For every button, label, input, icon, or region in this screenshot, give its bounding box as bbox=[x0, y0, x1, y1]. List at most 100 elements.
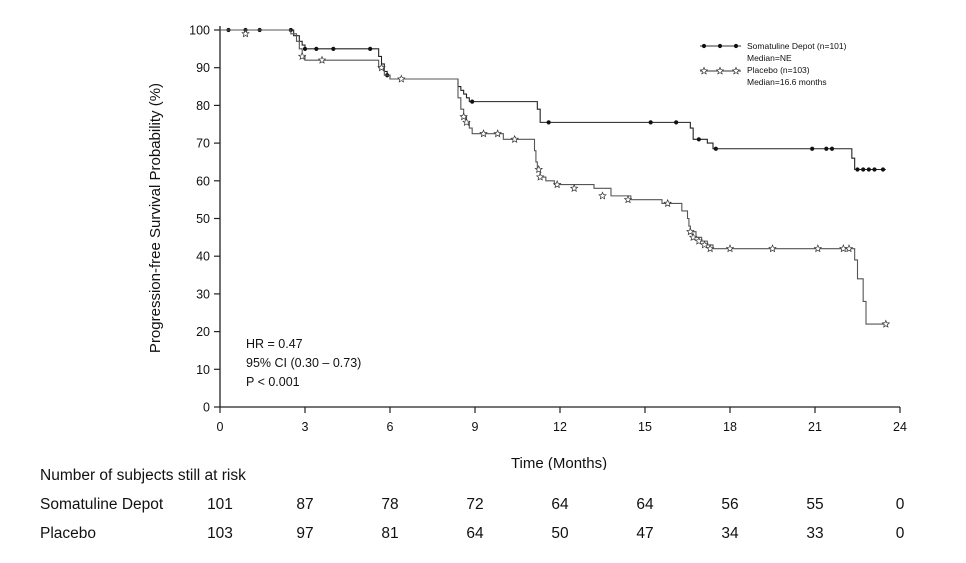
legend-marker bbox=[701, 43, 707, 49]
y-axis-label: Progression-free Survival Probability (%… bbox=[147, 83, 164, 353]
x-tick-label: 15 bbox=[638, 420, 652, 434]
legend-sublabel-placebo: Median=16.6 months bbox=[747, 77, 827, 87]
y-tick-label: 20 bbox=[196, 325, 210, 339]
censor-mark bbox=[377, 63, 386, 72]
chart-legend: Somatuline Depot (n=101) Median=NE Place… bbox=[699, 41, 847, 87]
series-placebo bbox=[220, 29, 891, 328]
risk-cell: 34 bbox=[721, 525, 739, 542]
risk-cell: 50 bbox=[551, 525, 569, 542]
x-tick-label: 0 bbox=[217, 420, 224, 434]
censor-mark bbox=[314, 46, 319, 51]
x-axis-label: Time (Months) bbox=[511, 455, 607, 470]
risk-cell: 47 bbox=[636, 525, 654, 542]
y-tick-label: 10 bbox=[196, 363, 210, 377]
risk-cell: 81 bbox=[381, 525, 399, 542]
annotation-confidence-interval: 95% CI (0.30 – 0.73) bbox=[246, 356, 361, 370]
risk-cell: 56 bbox=[721, 496, 739, 513]
risk-cell: 78 bbox=[381, 496, 399, 513]
y-tick-label: 0 bbox=[203, 401, 210, 415]
risk-cell: 55 bbox=[806, 496, 824, 513]
censor-mark bbox=[331, 46, 336, 51]
legend-label-somatuline: Somatuline Depot (n=101) bbox=[747, 41, 847, 51]
legend-marker bbox=[715, 66, 725, 75]
risk-cell: 64 bbox=[466, 525, 484, 542]
y-tick-label: 90 bbox=[196, 61, 210, 75]
risk-cell: 103 bbox=[207, 525, 233, 542]
risk-row-label: Somatuline Depot bbox=[40, 496, 164, 513]
chart-series bbox=[220, 27, 891, 328]
censor-mark bbox=[880, 167, 886, 172]
legend-marker bbox=[717, 43, 723, 49]
y-tick-label: 80 bbox=[196, 99, 210, 113]
censor-mark bbox=[479, 129, 488, 138]
y-tick-label: 60 bbox=[196, 174, 210, 188]
x-tick-label: 24 bbox=[893, 420, 907, 434]
risk-row-label: Placebo bbox=[40, 525, 97, 542]
censor-mark bbox=[866, 167, 871, 172]
risk-cell: 87 bbox=[296, 496, 314, 513]
risk-cell: 97 bbox=[296, 525, 314, 542]
x-tick-label: 9 bbox=[472, 420, 479, 434]
censor-mark bbox=[648, 120, 653, 125]
censor-mark bbox=[535, 172, 545, 181]
censor-mark bbox=[700, 240, 709, 249]
censor-mark bbox=[663, 198, 672, 208]
risk-cell: 33 bbox=[806, 525, 824, 542]
censor-mark bbox=[459, 112, 468, 121]
annotation-hazard-ratio: HR = 0.47 bbox=[246, 337, 303, 351]
censor-mark bbox=[829, 146, 835, 151]
risk-cell: 64 bbox=[636, 496, 654, 513]
censor-mark bbox=[241, 29, 250, 38]
censor-mark bbox=[855, 167, 860, 172]
annotation-p-value: P < 0.001 bbox=[246, 375, 300, 389]
survival-curve bbox=[220, 29, 886, 171]
risk-cell: 0 bbox=[895, 496, 905, 513]
censor-mark bbox=[713, 146, 718, 151]
censor-mark bbox=[623, 195, 633, 204]
censor-mark bbox=[510, 134, 519, 143]
x-tick-label: 12 bbox=[553, 420, 567, 434]
censor-mark bbox=[493, 129, 502, 138]
legend-label-placebo: Placebo (n=103) bbox=[747, 65, 810, 75]
censor-mark bbox=[881, 319, 891, 328]
censor-mark bbox=[397, 74, 406, 83]
chart-axes: 0 10 20 30 40 50 60 70 80 90 100 0 3 6 9 12 15 18 21 24 bbox=[189, 24, 907, 435]
censor-mark bbox=[872, 167, 877, 172]
x-tick-label: 18 bbox=[723, 420, 737, 434]
censor-mark bbox=[694, 236, 704, 245]
censor-mark bbox=[470, 99, 475, 104]
risk-cell: 64 bbox=[551, 496, 569, 513]
censor-mark bbox=[674, 120, 679, 125]
risk-cell: 0 bbox=[895, 525, 905, 542]
y-tick-label: 100 bbox=[189, 24, 210, 38]
censor-mark bbox=[688, 232, 698, 241]
legend-sublabel-somatuline: Median=NE bbox=[747, 53, 792, 63]
censor-mark bbox=[705, 244, 715, 253]
y-tick-label: 70 bbox=[196, 137, 210, 151]
kaplan-meier-chart: 0 10 20 30 40 50 60 70 80 90 100 0 3 6 9 12 15 18 21 24 Som… bbox=[147, 24, 907, 471]
censor-mark bbox=[810, 146, 815, 151]
censor-mark bbox=[813, 244, 823, 253]
x-tick-label: 3 bbox=[302, 420, 309, 434]
censor-mark bbox=[768, 244, 777, 253]
censor-mark bbox=[552, 180, 562, 189]
y-tick-label: 30 bbox=[196, 287, 210, 301]
censor-mark bbox=[861, 167, 866, 172]
censor-mark bbox=[824, 146, 829, 151]
legend-symbol-somatuline bbox=[700, 43, 741, 49]
censor-mark bbox=[534, 164, 544, 174]
censor-mark bbox=[569, 183, 579, 192]
censor-mark bbox=[297, 51, 307, 61]
censor-mark bbox=[839, 244, 848, 253]
censor-mark bbox=[598, 191, 607, 200]
legend-marker bbox=[731, 66, 741, 75]
censor-mark bbox=[302, 46, 308, 51]
series-somatuline-depot bbox=[220, 27, 886, 172]
censor-mark bbox=[317, 55, 327, 64]
x-tick-label: 6 bbox=[387, 420, 394, 434]
censor-mark bbox=[546, 120, 551, 125]
y-tick-label: 50 bbox=[196, 212, 210, 226]
censor-mark bbox=[462, 117, 471, 127]
x-tick-label: 21 bbox=[808, 420, 822, 434]
chart-annotations: HR = 0.47 95% CI (0.30 – 0.73) P < 0.001 bbox=[246, 337, 361, 389]
